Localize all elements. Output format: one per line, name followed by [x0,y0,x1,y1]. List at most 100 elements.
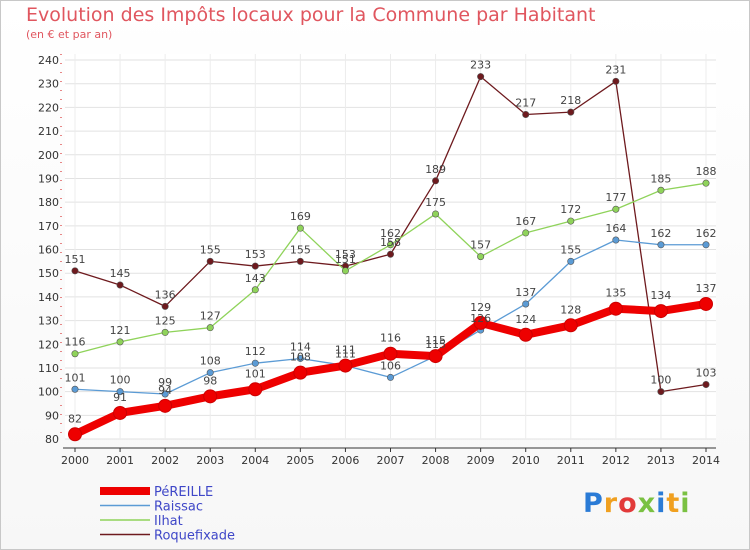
data-point-roquefixade [386,250,394,258]
data-label-preille: 98 [203,374,217,387]
x-tick-label: 2002 [151,454,179,467]
x-tick-label: 2013 [647,454,675,467]
data-label-ilhat: 185 [650,172,671,185]
data-label-ilhat: 175 [425,196,446,209]
data-point-preille [608,301,623,316]
data-point-ilhat [251,286,259,294]
data-point-preille [248,382,263,397]
legend-label-raissac: Raissac [154,500,203,515]
data-label-raissac: 126 [470,312,491,325]
data-label-preille: 82 [68,412,82,425]
data-label-roquefixade: 231 [605,63,626,76]
data-label-raissac: 108 [200,355,221,368]
data-point-preille [338,358,353,373]
data-label-raissac: 99 [158,376,172,389]
data-label-preille: 135 [605,287,626,300]
data-label-roquefixade: 189 [425,163,446,176]
data-label-preille: 137 [696,282,717,295]
y-tick-label: 130 [38,315,59,328]
data-label-preille: 128 [560,303,581,316]
x-tick-label: 2008 [422,454,450,467]
data-label-ilhat: 151 [335,253,356,266]
data-point-preille [473,315,488,330]
legend-label-ilhat: Ilhat [154,514,183,529]
data-label-roquefixade: 100 [650,374,671,387]
y-tick-label: 150 [38,267,59,280]
x-tick-label: 2011 [557,454,585,467]
data-label-raissac: 164 [605,222,626,235]
data-label-preille: 91 [113,391,127,404]
data-point-ilhat [386,241,394,249]
data-label-preille: 111 [335,344,356,357]
logo-letter: t [666,488,681,519]
legend-label-preille: PéREILLE [154,485,213,500]
data-point-roquefixade [522,110,530,118]
data-label-ilhat: 177 [605,191,626,204]
data-label-ilhat: 121 [110,324,131,337]
y-tick-label: 200 [38,149,59,162]
data-label-raissac: 111 [335,348,356,361]
data-label-preille: 134 [650,289,671,302]
data-point-roquefixade [161,302,169,310]
data-point-roquefixade [477,73,485,81]
data-label-ilhat: 143 [245,272,266,285]
data-point-raissac [206,369,214,377]
data-label-raissac: 101 [65,371,86,384]
logo-letter: P [583,488,604,519]
data-label-ilhat: 188 [696,165,717,178]
data-point-ilhat [206,324,214,332]
x-tick-label: 2009 [467,454,495,467]
y-tick-label: 220 [38,101,59,114]
data-label-ilhat: 125 [155,314,176,327]
data-point-preille [203,389,218,404]
x-tick-label: 2007 [377,454,405,467]
data-label-raissac: 155 [560,243,581,256]
data-label-roquefixade: 153 [335,248,356,261]
data-label-roquefixade: 153 [245,248,266,261]
data-point-raissac [567,257,575,265]
data-point-preille [158,398,173,413]
x-tick-label: 2005 [286,454,314,467]
data-point-ilhat [341,267,349,275]
data-label-preille: 108 [290,351,311,364]
data-point-ilhat [432,210,440,218]
data-label-roquefixade: 145 [110,267,131,280]
data-label-preille: 124 [515,313,536,326]
x-tick-label: 2000 [61,454,89,467]
data-point-roquefixade [71,267,79,275]
data-label-roquefixade: 233 [470,59,491,72]
legend-label-roquefixade: Roquefixade [154,529,235,544]
data-point-preille [383,346,398,361]
data-label-raissac: 106 [380,359,401,372]
logo-letter: i [680,488,691,519]
data-label-raissac: 137 [515,286,536,299]
data-label-roquefixade: 151 [65,253,86,266]
data-point-ilhat [161,328,169,336]
y-tick-label: 230 [38,78,59,91]
data-point-ilhat [71,350,79,358]
data-point-roquefixade [432,177,440,185]
y-tick-label: 120 [38,338,59,351]
data-point-preille [563,318,578,333]
data-point-raissac [522,300,530,308]
data-point-roquefixade [251,262,259,270]
data-point-preille [293,365,308,380]
data-point-raissac [702,241,710,249]
data-label-roquefixade: 136 [155,288,176,301]
data-point-roquefixade [296,257,304,265]
data-label-preille: 129 [470,301,491,314]
data-point-raissac [657,241,665,249]
data-label-preille: 94 [158,384,172,397]
data-point-raissac [71,385,79,393]
data-point-raissac [612,236,620,244]
logo-letter: o [618,488,638,519]
x-tick-label: 2012 [602,454,630,467]
data-point-roquefixade [657,388,665,396]
data-label-ilhat: 172 [560,203,581,216]
data-label-roquefixade: 103 [696,367,717,380]
data-point-roquefixade [702,381,710,389]
data-label-raissac: 112 [245,345,266,358]
y-tick-label: 190 [38,172,59,185]
data-point-preille [113,405,128,420]
